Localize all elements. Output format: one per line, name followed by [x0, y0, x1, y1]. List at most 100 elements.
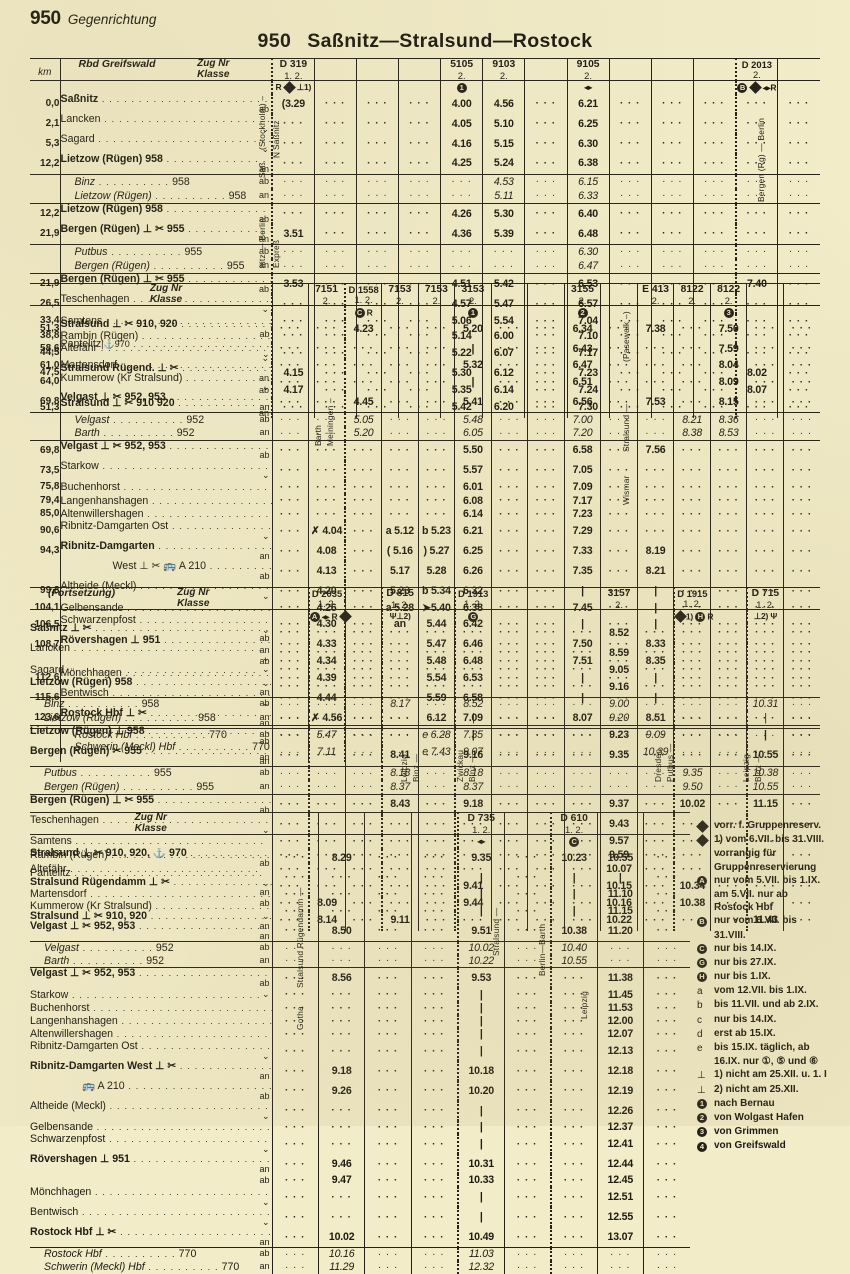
route-vertical-label: nitz — Berlin	[257, 217, 267, 268]
time-cell: · · ·	[397, 173, 441, 189]
time-cell: 6.25	[454, 541, 492, 562]
time-cell: · · ·	[650, 153, 694, 175]
table-row: 85,0 Altenwillershagen . . . . . . . . . …	[30, 507, 820, 522]
time-cell: · · ·	[271, 541, 309, 562]
train-symbol-cell: 3	[709, 305, 747, 319]
time-cell: · · ·	[709, 480, 747, 495]
time-cell: · · ·	[490, 745, 528, 767]
time-cell: |	[456, 1134, 505, 1155]
time-cell: · · ·	[271, 507, 309, 522]
time-cell: · · ·	[745, 848, 784, 863]
time-cell: · · ·	[317, 1207, 365, 1228]
time-cell: 5.20	[454, 318, 492, 339]
station-cell: Binz . . . . . . . . . . 958 ab	[30, 696, 273, 712]
time-cell: 5.48	[454, 412, 492, 427]
time-cell: · · ·	[673, 480, 711, 495]
time-cell: · · ·	[596, 954, 644, 968]
time-cell: · · ·	[672, 711, 711, 726]
time-cell: · · ·	[746, 494, 784, 508]
time-cell: · · ·	[734, 203, 778, 225]
timetable-page: 950 Gegenrichtung 950 Saßnitz—Stralsund—R…	[30, 8, 827, 1274]
time-cell: · · ·	[673, 494, 711, 508]
time-cell: · · ·	[490, 541, 528, 562]
time-cell: 4.05	[440, 113, 483, 134]
time-cell: 4.56	[482, 93, 525, 114]
legend-mark: d	[697, 1028, 703, 1040]
station-cell: Lietzow (Rügen) 958 . . . . . . . . . . …	[60, 153, 273, 175]
time-cell: · · ·	[600, 372, 638, 393]
time-cell: 6.08	[454, 494, 492, 508]
time-cell: · · ·	[527, 460, 565, 481]
time-cell: · · ·	[271, 1027, 319, 1042]
time-cell: · · ·	[746, 338, 784, 359]
time-cell: · · ·	[643, 1014, 690, 1028]
station-cell: Lietzow (Rügen) 958 . . . . . . . . . . …	[60, 203, 273, 225]
km-value: 69,8	[30, 439, 61, 461]
time-cell: · · ·	[673, 460, 711, 481]
time-cell: · · ·	[381, 460, 419, 481]
legend-mark: a	[697, 986, 703, 998]
time-cell: · · ·	[271, 622, 309, 643]
time-cell: · · ·	[410, 1207, 458, 1228]
time-cell: · · ·	[782, 426, 820, 441]
time-cell: 8.15	[709, 392, 747, 413]
time-cell: · · ·	[527, 765, 565, 781]
train-number-cell	[782, 586, 820, 610]
time-cell: 10.02	[456, 941, 505, 955]
train-symbol-cell	[490, 609, 528, 623]
time-cell: · · ·	[503, 1174, 551, 1188]
station-cell: Saßnitz ⊥ ✂ . . . . . . . . . . . . . . …	[30, 622, 273, 643]
time-cell: · · ·	[490, 338, 528, 359]
time-cell: · · ·	[317, 1001, 365, 1015]
train-symbol-cell: Ψ⊥2)	[380, 609, 419, 623]
time-cell: · · ·	[650, 113, 694, 134]
time-cell: · · ·	[643, 887, 690, 902]
time-cell: · · ·	[672, 622, 711, 643]
time-cell: |	[456, 887, 505, 902]
time-cell: · · ·	[709, 765, 747, 781]
time-cell: · · ·	[313, 153, 357, 175]
time-cell: 11.53	[596, 1001, 644, 1015]
time-cell: 7.17	[563, 494, 601, 508]
time-cell: · · ·	[417, 372, 455, 393]
time-cell: · · ·	[527, 372, 565, 393]
time-cell: 11.29	[317, 1260, 365, 1274]
time-cell: · · ·	[364, 1260, 412, 1274]
time-cell: · · ·	[709, 622, 747, 643]
time-cell: 6.33	[566, 188, 610, 204]
legend-mark: 4	[697, 1140, 710, 1153]
time-cell: · · ·	[410, 1260, 458, 1274]
time-cell: 12.18	[596, 1061, 644, 1082]
time-cell: · · ·	[490, 318, 528, 339]
time-cell: · · ·	[440, 173, 483, 189]
time-cell: · · ·	[549, 1014, 598, 1028]
train-number-cell	[271, 586, 309, 610]
time-cell: · · ·	[453, 662, 492, 677]
time-cell: · · ·	[410, 1154, 458, 1175]
time-cell: · · ·	[271, 372, 309, 393]
time-cell: · · ·	[490, 793, 528, 815]
time-cell: · · ·	[364, 1061, 412, 1082]
train-number-cell: 7153 2.	[381, 282, 419, 306]
table-row: Barth . . . . . . . . . . 952 an · · · · · …	[30, 954, 690, 968]
time-cell: 6.21	[566, 93, 610, 114]
time-cell: · · ·	[271, 954, 319, 968]
train-number-cell	[317, 811, 365, 835]
train-number-cell	[410, 811, 458, 835]
time-cell: 9.26	[317, 1081, 365, 1102]
time-cell: · · ·	[364, 1014, 412, 1028]
km-value	[30, 259, 61, 274]
time-cell: · · ·	[549, 1081, 598, 1102]
time-cell: · · ·	[600, 460, 638, 481]
time-cell: 4.00	[440, 93, 483, 114]
time-cell: 6.51	[563, 372, 601, 393]
train-header-row: (Fortsetzung) Zug Nr Klasse D 2035 1. 2. D 81…	[30, 586, 820, 610]
time-cell: · · ·	[549, 1227, 598, 1248]
time-cell: · · ·	[364, 988, 412, 1002]
km-header: km	[30, 57, 61, 81]
legend-mark: 3	[697, 1126, 710, 1139]
legend-text: von Wolgast Hafen	[714, 1111, 804, 1123]
train-symbol-cell	[650, 80, 694, 94]
time-cell: 10.38	[745, 765, 784, 781]
km-value: 73,5	[30, 460, 61, 481]
